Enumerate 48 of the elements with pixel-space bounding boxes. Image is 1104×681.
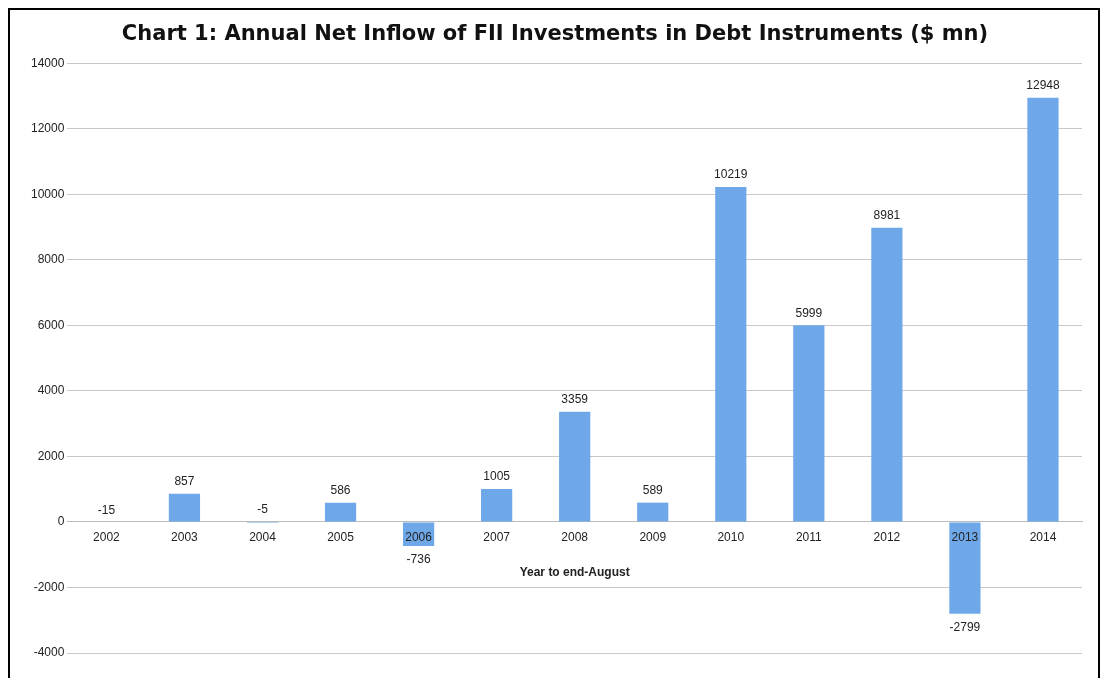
- data-label: -15: [97, 502, 116, 517]
- y-tick-label: 4000: [37, 383, 65, 398]
- bar: [1027, 97, 1059, 522]
- data-label: 589: [642, 482, 664, 497]
- x-tick-label: 2006: [405, 530, 433, 545]
- bar: [715, 187, 747, 522]
- bar: [949, 522, 981, 614]
- x-tick-label: 2009: [639, 530, 667, 545]
- data-label: -2799: [949, 619, 981, 634]
- y-tick-label: -4000: [33, 645, 65, 660]
- data-label: -736: [406, 552, 431, 567]
- x-tick-label: 2014: [1029, 530, 1057, 545]
- data-label: 12948: [1026, 77, 1060, 92]
- y-tick-label: 2000: [37, 448, 65, 463]
- y-tick-label: -2000: [33, 579, 65, 594]
- x-tick-label: 2008: [561, 530, 589, 545]
- y-tick-label: 14000: [30, 55, 65, 70]
- data-label: 10219: [714, 167, 748, 182]
- x-axis-title: Year to end-August: [519, 565, 630, 580]
- y-tick-label: 8000: [37, 252, 65, 267]
- x-tick-label: 2010: [717, 530, 745, 545]
- x-tick-label: 2012: [873, 530, 901, 545]
- bar: [481, 489, 513, 522]
- bar: [637, 502, 669, 522]
- data-label: 3359: [561, 392, 589, 407]
- bar: [793, 325, 825, 522]
- x-tick-label: 2011: [795, 530, 823, 545]
- x-tick-label: 2007: [483, 530, 511, 545]
- data-label: 8981: [873, 207, 901, 222]
- bar: [559, 411, 591, 522]
- bar: [168, 493, 201, 522]
- bar: [324, 502, 357, 522]
- x-tick-label: 2004: [249, 530, 277, 545]
- data-label: 1005: [483, 469, 511, 484]
- y-tick-label: 6000: [37, 317, 65, 332]
- x-tick-label: 2002: [93, 530, 121, 545]
- x-tick-label: 2005: [327, 530, 355, 545]
- x-tick-label: 2003: [171, 530, 199, 545]
- data-label: 586: [330, 483, 351, 498]
- x-tick-label: 2013: [951, 530, 979, 545]
- y-tick-label: 0: [57, 514, 65, 529]
- chart-title: Chart 1: Annual Net Inflow of FII Investments in Debt Instruments ($ mn): [121, 21, 989, 46]
- data-label: 5999: [795, 305, 823, 320]
- bar: [871, 227, 903, 522]
- data-label: 857: [174, 474, 195, 489]
- y-tick-label: 10000: [30, 186, 65, 201]
- y-tick-label: 12000: [30, 121, 65, 136]
- data-label: -5: [257, 502, 269, 517]
